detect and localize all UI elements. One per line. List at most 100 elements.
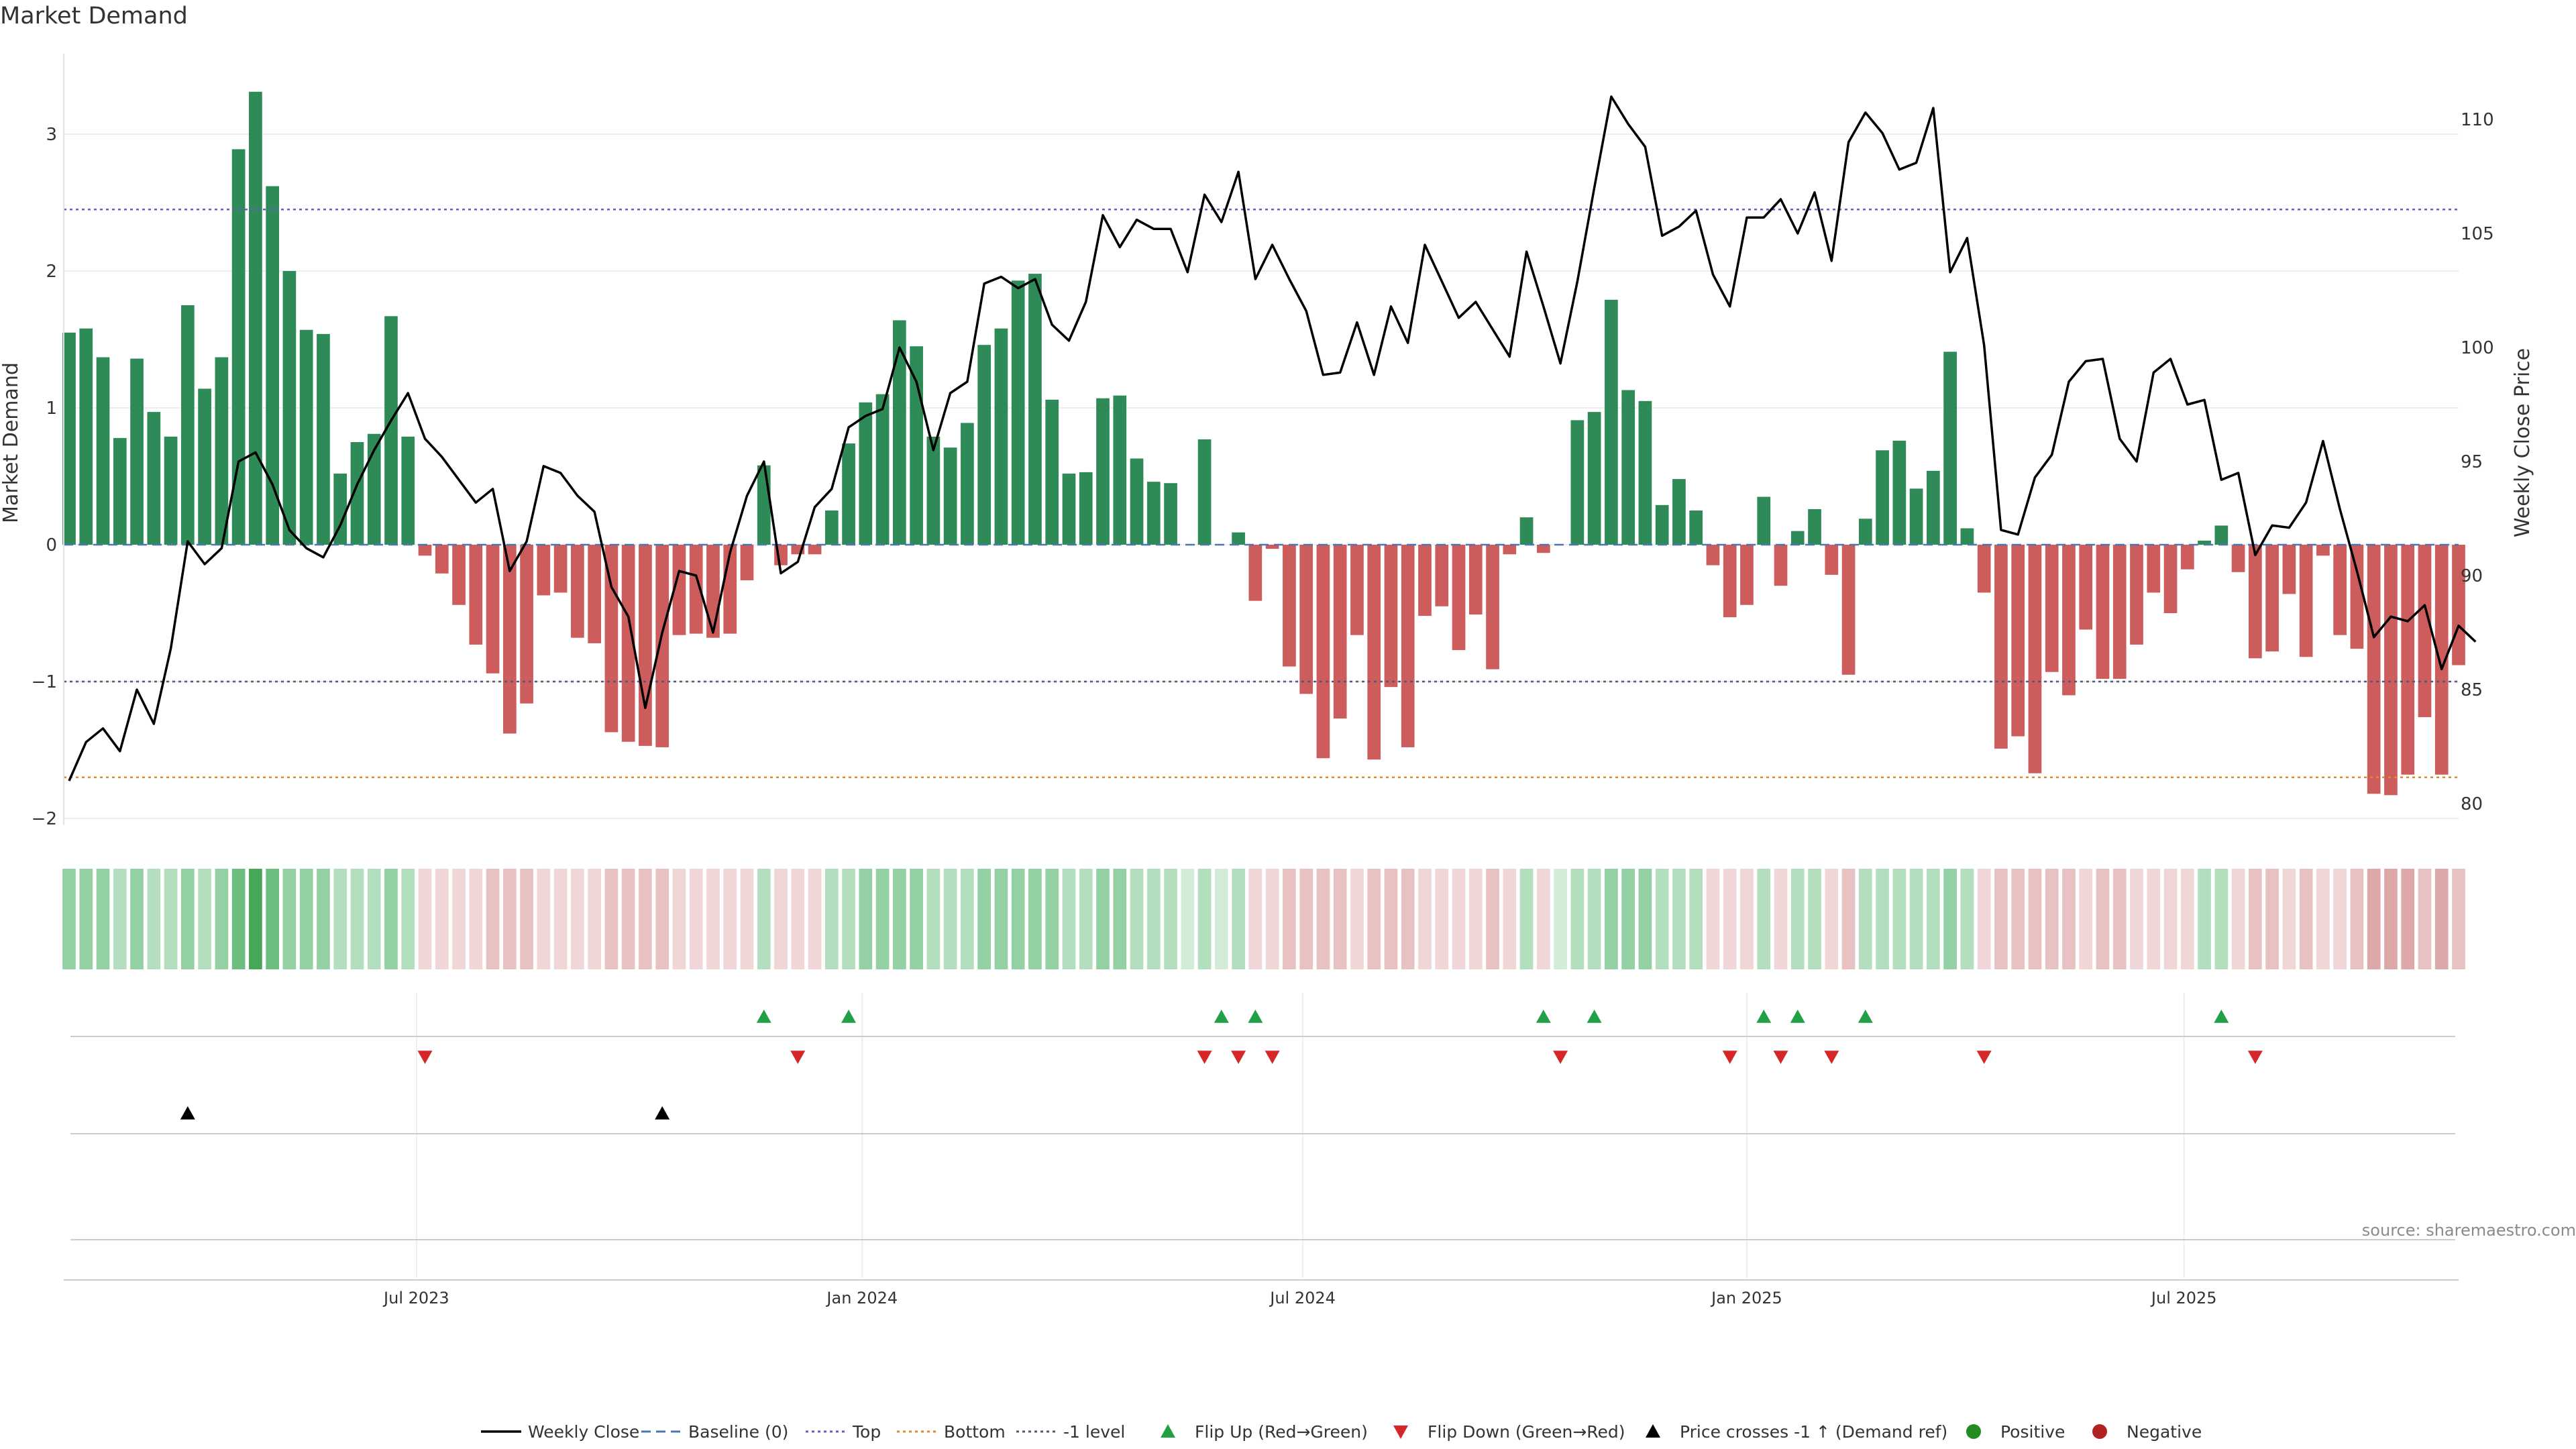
bar-positive: [249, 91, 262, 545]
demand-shade-strip: [62, 869, 2465, 969]
bar-positive: [1621, 390, 1635, 545]
bar-negative: [2028, 545, 2042, 773]
shade-cell: [1909, 869, 1923, 969]
bar-negative: [1994, 545, 2008, 749]
shade-cell: [1841, 869, 1856, 969]
shade-cell: [130, 869, 144, 969]
bar-positive: [1672, 479, 1686, 545]
demand-bars: [62, 91, 2465, 796]
shade-cell: [79, 869, 93, 969]
y-right-axis-label: Weekly Close Price: [2511, 348, 2534, 537]
shade-cell: [198, 869, 211, 969]
bar-negative: [2333, 545, 2347, 635]
bar-negative: [2079, 545, 2093, 630]
bar-positive: [231, 149, 246, 545]
shade-cell: [502, 869, 517, 969]
bar-negative: [1367, 545, 1381, 760]
bar-positive: [1062, 473, 1076, 545]
shade-cell: [249, 869, 262, 969]
shade-cell: [774, 869, 788, 969]
bar-positive: [1079, 472, 1093, 545]
flip-up-marker: [1858, 1010, 1873, 1023]
bar-positive: [215, 357, 229, 545]
shade-cell: [1655, 869, 1669, 969]
bar-positive: [1655, 504, 1669, 545]
flip-down-marker: [1231, 1051, 1246, 1064]
shade-cell: [215, 869, 229, 969]
bar-positive: [1876, 450, 1889, 545]
flip-up-marker: [841, 1010, 857, 1023]
bar-positive: [994, 328, 1008, 545]
shade-cell: [1214, 869, 1228, 969]
shade-cell: [317, 869, 330, 969]
flip-down-marker: [1197, 1051, 1212, 1064]
shade-cell: [1096, 869, 1110, 969]
bar-positive: [1096, 398, 1110, 545]
bar-positive: [961, 423, 974, 545]
shade-cell: [1486, 869, 1499, 969]
bar-positive: [1638, 400, 1652, 545]
flip-up-marker: [756, 1010, 771, 1023]
bar-negative: [689, 545, 703, 634]
legend-swatch: [1966, 1424, 1981, 1439]
shade-cell: [824, 869, 839, 969]
shade-cell: [1146, 869, 1161, 969]
bar-negative: [1248, 545, 1263, 601]
y-right-tick-label: 105: [2461, 224, 2494, 244]
shade-cell: [1333, 869, 1347, 969]
bar-negative: [740, 545, 754, 581]
shade-cell: [180, 869, 195, 969]
shade-cell: [1401, 869, 1415, 969]
bar-positive: [299, 329, 313, 545]
bar-negative: [2045, 545, 2059, 672]
legend-label: Flip Up (Red→Green): [1195, 1422, 1368, 1442]
bar-positive: [350, 442, 364, 545]
shade-cell: [1960, 869, 1974, 969]
bar-negative: [502, 545, 517, 734]
flip-down-marker: [1824, 1051, 1839, 1064]
shade-cell: [875, 869, 890, 969]
shade-cell: [231, 869, 246, 969]
bar-negative: [706, 545, 720, 638]
shade-cell: [1977, 869, 1991, 969]
shade-cell: [1740, 869, 1754, 969]
shade-cell: [588, 869, 601, 969]
bar-negative: [1774, 545, 1788, 586]
shade-cell: [2198, 869, 2211, 969]
shade-cell: [2214, 869, 2229, 969]
shade-cell: [2299, 869, 2313, 969]
shade-cell: [282, 869, 297, 969]
shade-cell: [2147, 869, 2161, 969]
shade-cell: [2282, 869, 2296, 969]
shade-cell: [859, 869, 873, 969]
shade-cell: [2130, 869, 2143, 969]
grid-layer: [64, 133, 2459, 1278]
shade-cell: [926, 869, 941, 969]
shade-cell: [266, 869, 280, 969]
legend: Weekly Close Baseline (0) Top Bottom -1 leve…: [481, 1422, 2202, 1442]
bar-negative: [469, 545, 483, 645]
shade-cell: [994, 869, 1008, 969]
bar-negative: [486, 545, 500, 674]
shade-cell: [1079, 869, 1093, 969]
legend-label: -1 level: [1063, 1422, 1125, 1442]
flip-down-marker: [2247, 1051, 2263, 1064]
bar-positive: [1909, 488, 1923, 545]
bar-negative: [1435, 545, 1449, 606]
bar-positive: [96, 357, 110, 545]
y-right-tick-label: 80: [2461, 794, 2483, 814]
y-left-tick-label: 1: [46, 398, 57, 419]
shade-cell: [2452, 869, 2465, 969]
bar-positive: [1011, 280, 1025, 545]
axes: −2 −1 0 1 2 3 80 85 90 95 100 105 110 Market Demand We…: [0, 54, 2534, 1307]
shade-cell: [537, 869, 551, 969]
bar-positive: [1808, 508, 1821, 545]
bar-positive: [926, 436, 941, 545]
bar-positive: [842, 443, 855, 545]
flip-up-marker: [1248, 1010, 1263, 1023]
bar-negative: [2130, 545, 2143, 645]
flip-up-marker: [1790, 1010, 1805, 1023]
shade-cell: [1181, 869, 1195, 969]
shade-cell: [961, 869, 974, 969]
shade-cell: [1554, 869, 1567, 969]
